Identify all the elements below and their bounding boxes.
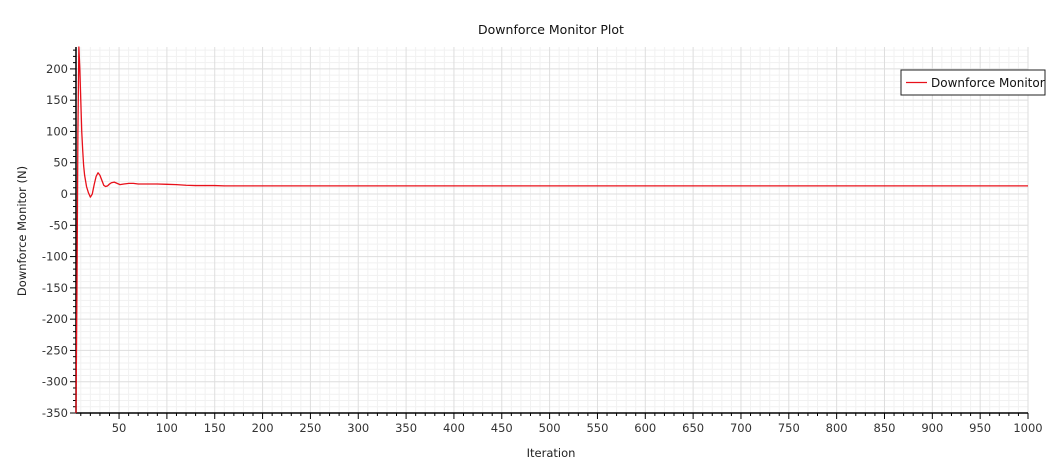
y-tick-label: -50 [49, 218, 68, 232]
y-tick-label: -300 [42, 375, 68, 389]
x-tick-label: 100 [156, 421, 178, 435]
x-tick-label: 200 [252, 421, 274, 435]
x-tick-label: 500 [539, 421, 561, 435]
tick-labels: 200150100500-50-100-150-200-250-300-3505… [42, 62, 1043, 435]
x-tick-label: 150 [204, 421, 226, 435]
series [75, 46, 1028, 414]
x-tick-label: 700 [730, 421, 752, 435]
y-tick-label: 50 [53, 156, 68, 170]
legend-label: Downforce Monitor [931, 76, 1045, 90]
x-tick-label: 300 [347, 421, 369, 435]
x-tick-label: 450 [491, 421, 513, 435]
y-tick-label: -150 [42, 281, 68, 295]
x-tick-label: 550 [586, 421, 608, 435]
y-tick-label: 0 [61, 187, 68, 201]
y-tick-label: 150 [46, 93, 68, 107]
x-tick-label: 1000 [1013, 421, 1042, 435]
x-tick-label: 650 [682, 421, 704, 435]
x-tick-label: 900 [921, 421, 943, 435]
x-tick-label: 950 [969, 421, 991, 435]
y-axis-title: Downforce Monitor (N) [15, 166, 29, 296]
x-tick-label: 400 [443, 421, 465, 435]
legend: Downforce Monitor [900, 69, 1046, 96]
x-tick-label: 350 [395, 421, 417, 435]
x-tick-label: 250 [299, 421, 321, 435]
y-tick-label: -100 [42, 250, 68, 264]
x-tick-label: 750 [778, 421, 800, 435]
y-tick-label: -200 [42, 312, 68, 326]
tick-marks [70, 49, 1029, 419]
y-tick-label: 200 [46, 62, 68, 76]
x-axis-title: Iteration [527, 446, 576, 460]
x-tick-label: 600 [634, 421, 656, 435]
series-line-downforce-monitor [75, 46, 1028, 414]
x-tick-label: 50 [112, 421, 127, 435]
axes [75, 47, 1028, 414]
y-tick-label: -250 [42, 343, 68, 357]
chart-title: Downforce Monitor Plot [478, 22, 624, 37]
y-tick-label: 100 [46, 124, 68, 138]
x-tick-label: 850 [874, 421, 896, 435]
grid [76, 47, 1029, 414]
y-tick-label: -350 [42, 406, 68, 420]
x-tick-label: 800 [826, 421, 848, 435]
